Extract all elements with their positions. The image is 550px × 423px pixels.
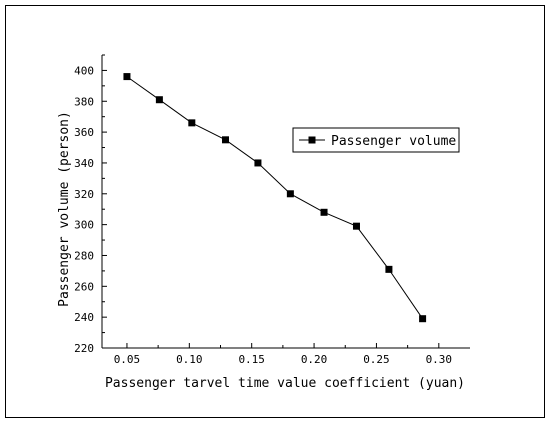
y-tick-label: 240	[74, 311, 94, 324]
x-tick-label: 0.20	[301, 353, 328, 366]
y-tick-label: 300	[74, 219, 94, 232]
y-tick-label: 280	[74, 249, 94, 262]
x-tick-label: 0.10	[176, 353, 203, 366]
legend: Passenger volume	[292, 127, 460, 153]
x-tick-label: 0.05	[114, 353, 141, 366]
y-tick-label: 340	[74, 157, 94, 170]
data-point-marker	[385, 265, 393, 273]
x-tick-label: 0.30	[426, 353, 453, 366]
data-point-marker	[320, 208, 328, 216]
legend-marker	[308, 136, 316, 144]
x-tick-label: 0.15	[238, 353, 265, 366]
ticks: 0.05 0.10 0.15 0.20 0.25 0.30 220 240 260 280 300 3…	[74, 54, 453, 366]
y-tick-label: 220	[74, 342, 94, 355]
y-axis-title: Passenger volume (person)	[57, 111, 72, 307]
y-tick-label: 260	[74, 280, 94, 293]
axes	[101, 55, 470, 349]
legend-label: Passenger volume	[331, 134, 456, 149]
y-tick-label: 380	[74, 95, 94, 108]
series-line	[126, 76, 424, 319]
data-point-marker	[286, 190, 294, 198]
figure-frame	[5, 5, 545, 418]
data-point-marker	[352, 222, 360, 230]
x-tick-label: 0.25	[363, 353, 390, 366]
data-point-marker	[188, 119, 196, 127]
plot-area	[123, 73, 427, 323]
data-point-marker	[221, 136, 229, 144]
y-tick-label: 400	[74, 64, 94, 77]
data-point-marker	[254, 159, 262, 167]
y-tick-label: 360	[74, 126, 94, 139]
y-tick-label: 320	[74, 188, 94, 201]
data-point-marker	[155, 96, 163, 104]
data-point-marker	[419, 315, 427, 323]
data-point-marker	[123, 73, 131, 81]
x-axis-title: Passenger tarvel time value coefficient …	[105, 376, 465, 391]
